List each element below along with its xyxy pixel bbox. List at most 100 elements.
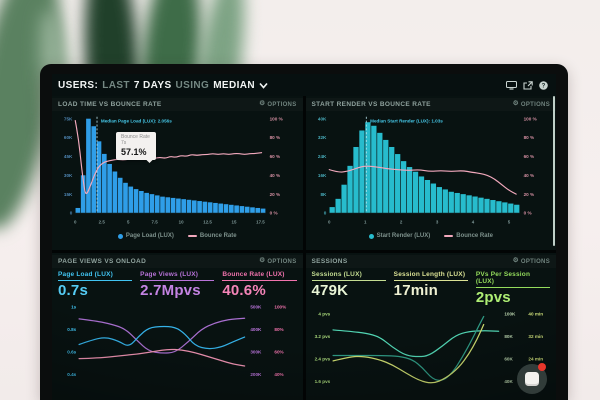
svg-text:20 %: 20 %	[523, 192, 534, 197]
metric-page-views: Page Views (LUX) 2.7Mpvs	[140, 271, 215, 299]
svg-text:40 %: 40 %	[523, 173, 534, 178]
svg-text:80K: 80K	[504, 334, 513, 339]
svg-text:0.6s: 0.6s	[67, 349, 76, 354]
legend-page-load[interactable]: Page Load (LUX)	[117, 233, 174, 239]
svg-text:20 %: 20 %	[270, 192, 281, 197]
panel-grid: LOAD TIME VS BOUNCE RATE ⚙ OPTIONS 75K 60…	[52, 96, 556, 400]
svg-text:40 %: 40 %	[270, 173, 281, 178]
svg-text:60%: 60%	[274, 349, 283, 354]
panel-title: PAGE VIEWS VS ONLOAD	[58, 258, 147, 265]
svg-text:16K: 16K	[317, 173, 326, 178]
gear-icon: ⚙	[512, 100, 519, 108]
chart-legend: Page Load (LUX) Bounce Rate	[56, 230, 299, 242]
options-button[interactable]: ⚙ OPTIONS	[513, 101, 550, 108]
legend-dot-icon	[117, 233, 123, 239]
svg-text:500K: 500K	[250, 304, 262, 309]
metric-session-length: Session Length (LUX) 17min	[393, 271, 468, 306]
panel-sessions: SESSIONS ⚙ OPTIONS Sessions (LUX) 479K S…	[305, 253, 556, 400]
svg-text:15K: 15K	[64, 192, 73, 197]
svg-text:24 min: 24 min	[528, 356, 543, 361]
header-icons: ?	[506, 80, 548, 90]
metrics-row: Sessions (LUX) 479K Session Length (LUX)…	[311, 271, 551, 306]
svg-text:0: 0	[328, 220, 331, 225]
page-views-chart[interactable]: 1s 0.8s 0.6s 0.4s 500K 400K 300K 200K 100% 80% 60%…	[56, 301, 299, 388]
svg-text:40%: 40%	[274, 372, 283, 377]
svg-text:5: 5	[507, 220, 510, 225]
metric-sessions: Sessions (LUX) 479K	[311, 271, 386, 306]
chart-tooltip: Bounce Rate 7s 57.1%	[116, 132, 156, 160]
panel-title: START RENDER VS BOUNCE RATE	[311, 101, 431, 108]
svg-text:0 %: 0 %	[270, 211, 278, 216]
svg-text:300K: 300K	[250, 349, 262, 354]
svg-text:12.5: 12.5	[203, 220, 212, 225]
options-label: OPTIONS	[267, 258, 297, 265]
chat-icon	[525, 372, 539, 386]
start-render-chart[interactable]: 40K 32K 24K 16K 8K 0 100 % 80 % 60 % 40 % 20 % 0 % 0…	[310, 111, 553, 230]
chart-legend: Start Render (LUX) Bounce Rate	[310, 230, 553, 242]
svg-text:75K: 75K	[64, 116, 73, 121]
panel-load-time: LOAD TIME VS BOUNCE RATE ⚙ OPTIONS 75K 60…	[52, 96, 303, 250]
legend-bounce-rate[interactable]: Bounce Rate	[444, 233, 493, 239]
dashboard-screen: USERS: LAST 7 DAYS USING MEDIAN	[52, 74, 556, 400]
metrics-row: Page Load (LUX) 0.7s Page Views (LUX) 2.…	[58, 271, 297, 299]
svg-text:32K: 32K	[317, 135, 326, 140]
svg-text:60K: 60K	[504, 356, 513, 361]
chevron-down-icon[interactable]	[259, 82, 268, 89]
legend-start-render[interactable]: Start Render (LUX)	[368, 233, 430, 239]
svg-text:60 %: 60 %	[523, 154, 534, 159]
svg-text:40 min: 40 min	[528, 311, 543, 316]
svg-text:17.5: 17.5	[256, 220, 265, 225]
help-icon[interactable]: ?	[539, 80, 548, 90]
legend-bounce-rate[interactable]: Bounce Rate	[187, 233, 237, 239]
panel-header: LOAD TIME VS BOUNCE RATE ⚙ OPTIONS	[52, 98, 303, 111]
options-button[interactable]: ⚙ OPTIONS	[259, 258, 296, 265]
svg-text:80 %: 80 %	[523, 135, 534, 140]
svg-text:100%: 100%	[274, 304, 286, 309]
share-icon[interactable]	[523, 80, 533, 90]
svg-text:60 %: 60 %	[270, 154, 281, 159]
svg-text:200K: 200K	[250, 372, 262, 377]
legend-dash-icon	[187, 235, 197, 238]
legend-dash-icon	[444, 235, 454, 238]
svg-text:1.6 pvs: 1.6 pvs	[314, 379, 330, 384]
svg-text:60K: 60K	[64, 135, 73, 140]
svg-text:0.8s: 0.8s	[67, 327, 76, 332]
options-button[interactable]: ⚙ OPTIONS	[513, 258, 550, 265]
title-7days: 7 DAYS	[133, 79, 172, 91]
options-label: OPTIONS	[267, 101, 297, 108]
laptop-screen: USERS: LAST 7 DAYS USING MEDIAN	[40, 64, 568, 400]
gear-icon: ⚙	[512, 257, 519, 265]
median-dropdown[interactable]: MEDIAN	[213, 79, 256, 91]
tooltip-sub: 7s	[121, 140, 127, 147]
svg-text:0.4s: 0.4s	[67, 372, 76, 377]
svg-text:0: 0	[74, 220, 77, 225]
load-time-chart[interactable]: 75K 60K 45K 30K 15K 0 100 % 80 % 60 % 40 % 20 % 0 %…	[56, 111, 299, 230]
gear-icon: ⚙	[259, 257, 266, 265]
svg-text:1: 1	[363, 220, 366, 225]
display-icon[interactable]	[506, 80, 517, 90]
options-label: OPTIONS	[520, 101, 550, 108]
legend-dot-icon	[368, 233, 374, 239]
chat-widget-button[interactable]	[517, 363, 547, 394]
title-users: USERS:	[58, 79, 99, 91]
svg-text:2: 2	[399, 220, 402, 225]
options-button[interactable]: ⚙ OPTIONS	[259, 101, 296, 108]
title-last: LAST	[102, 79, 130, 91]
svg-text:2.4 pvs: 2.4 pvs	[314, 356, 330, 361]
panel-title: LOAD TIME VS BOUNCE RATE	[58, 101, 162, 108]
svg-text:?: ?	[542, 83, 546, 89]
gear-icon: ⚙	[259, 100, 266, 108]
svg-text:2.5: 2.5	[99, 220, 106, 225]
svg-text:100K: 100K	[504, 311, 516, 316]
svg-text:4: 4	[471, 220, 474, 225]
svg-text:24K: 24K	[317, 154, 326, 159]
svg-text:7.5: 7.5	[152, 220, 159, 225]
svg-text:80%: 80%	[274, 327, 283, 332]
svg-text:3: 3	[435, 220, 438, 225]
scrollbar[interactable]	[552, 96, 555, 246]
svg-text:100 %: 100 %	[523, 116, 536, 121]
panel-title: SESSIONS	[311, 258, 348, 265]
notification-badge	[538, 363, 546, 371]
sessions-chart[interactable]: 4 pvs 3.2 pvs 2.4 pvs 1.6 pvs 100K 80K 60K 40K 4…	[310, 308, 553, 395]
svg-text:15: 15	[232, 220, 237, 225]
